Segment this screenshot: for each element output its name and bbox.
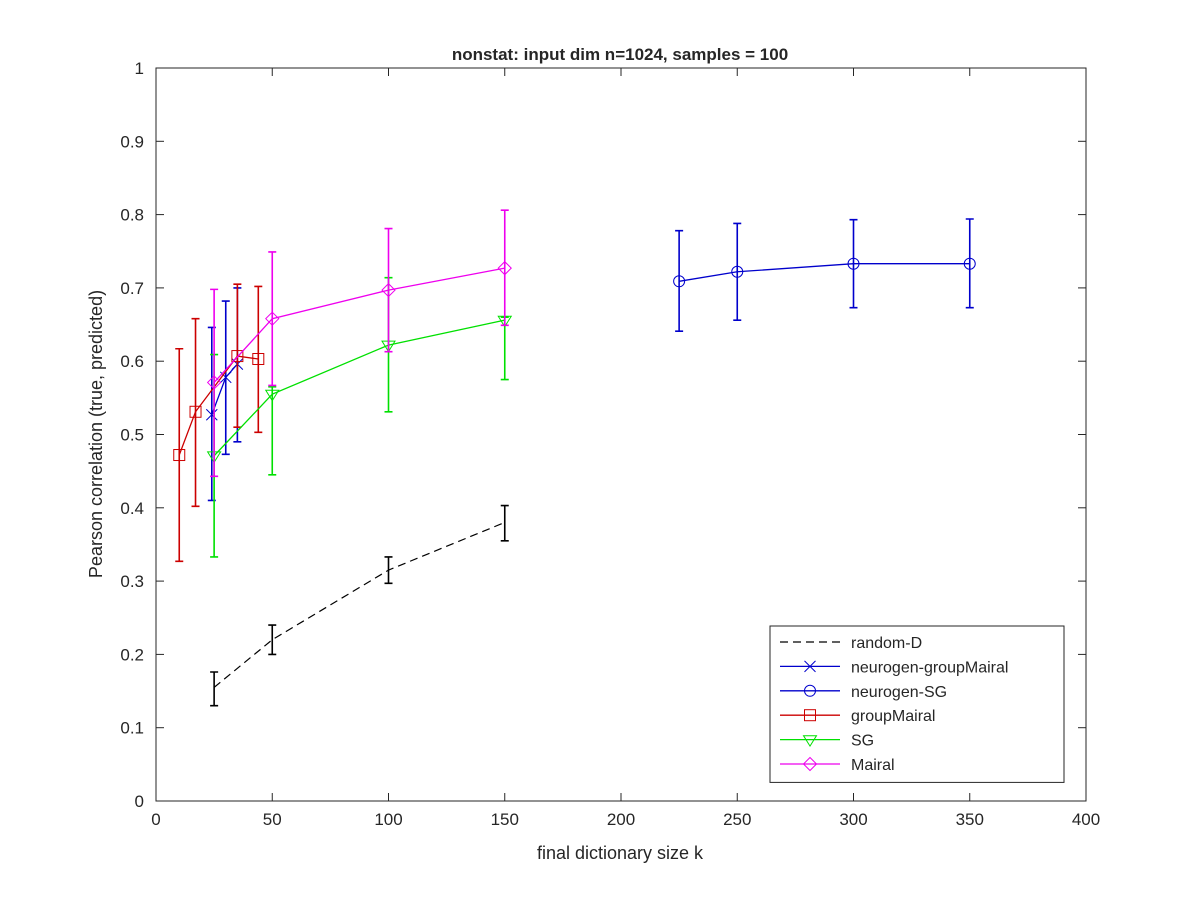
series-Mairal bbox=[206, 209, 512, 478]
error-bar bbox=[384, 556, 393, 585]
data-point bbox=[497, 260, 512, 276]
series-line bbox=[213, 319, 505, 457]
data-point bbox=[264, 389, 280, 402]
error-bar bbox=[384, 227, 393, 353]
plot-area bbox=[173, 209, 976, 707]
x-tick-label: 0 bbox=[151, 810, 160, 829]
error-bar bbox=[733, 222, 742, 321]
error-bar bbox=[500, 504, 509, 542]
legend-label: SG bbox=[851, 733, 874, 750]
legend-marker-groupMairal bbox=[804, 709, 816, 722]
x-tick-label: 50 bbox=[263, 810, 282, 829]
legend-marker-neurogen-groupMairal bbox=[804, 660, 816, 673]
y-tick-label: 0.6 bbox=[120, 352, 144, 371]
legend: random-D neurogen-groupMairal neurogen-SG g… bbox=[769, 625, 1065, 783]
error-bar bbox=[268, 624, 277, 656]
data-point bbox=[252, 353, 265, 366]
y-tick-label: 0.8 bbox=[120, 206, 144, 225]
series-groupMairal bbox=[173, 283, 265, 563]
error-bar bbox=[965, 218, 974, 309]
legend-marker-Mairal bbox=[802, 756, 818, 772]
data-point bbox=[963, 257, 976, 270]
legend-marker-SG bbox=[802, 735, 818, 748]
error-bar bbox=[675, 229, 684, 332]
series-line bbox=[213, 521, 505, 688]
data-point bbox=[189, 405, 202, 418]
x-tick-label: 350 bbox=[956, 810, 984, 829]
series-line bbox=[679, 263, 970, 282]
y-tick-label: 0.4 bbox=[120, 499, 144, 518]
x-axis-label: final dictionary size k bbox=[537, 843, 704, 863]
x-tick-label: 100 bbox=[374, 810, 402, 829]
series-line bbox=[213, 267, 505, 383]
legend-label: Mairal bbox=[851, 757, 895, 774]
x-tick-label: 200 bbox=[607, 810, 635, 829]
error-bar bbox=[175, 347, 184, 563]
legend-label: groupMairal bbox=[851, 708, 935, 725]
y-tick-label: 0.3 bbox=[120, 572, 144, 591]
data-point bbox=[847, 257, 860, 270]
error-bar bbox=[210, 288, 219, 478]
error-bar bbox=[233, 283, 242, 428]
y-tick-label: 0.2 bbox=[120, 645, 144, 664]
series-neurogen-SG bbox=[673, 218, 976, 332]
legend-label: neurogen-SG bbox=[851, 684, 947, 701]
legend-label: neurogen-groupMairal bbox=[851, 659, 1008, 676]
x-tick-label: 150 bbox=[491, 810, 519, 829]
x-tick-label: 250 bbox=[723, 810, 751, 829]
y-tick-label: 0.9 bbox=[120, 132, 144, 151]
y-tick-label: 0.1 bbox=[120, 719, 144, 738]
x-tick-label: 300 bbox=[839, 810, 867, 829]
data-point bbox=[173, 449, 186, 462]
data-point bbox=[265, 311, 280, 326]
legend-label: random-D bbox=[851, 635, 922, 652]
data-point bbox=[206, 375, 222, 390]
legend-marker-neurogen-SG bbox=[804, 684, 816, 697]
series-random-D bbox=[210, 504, 509, 707]
series-line bbox=[178, 355, 259, 456]
y-tick-label: 0 bbox=[135, 792, 144, 811]
data-point bbox=[205, 408, 218, 421]
error-bar bbox=[849, 218, 858, 309]
error-bar bbox=[254, 285, 263, 434]
data-point bbox=[673, 275, 686, 288]
data-point bbox=[731, 265, 744, 278]
axis-ticks: 0 50 100 150 200 250 300 350 400 0 0.1 0.2 0.3 0.4 0.5… bbox=[120, 59, 1100, 829]
error-bar bbox=[191, 317, 200, 508]
error-bar bbox=[268, 251, 277, 387]
chart-title: nonstat: input dim n=1024, samples = 100 bbox=[452, 45, 788, 64]
y-axis-label: Pearson correlation (true, predicted) bbox=[86, 290, 106, 578]
data-point bbox=[231, 350, 244, 363]
error-bar bbox=[500, 209, 509, 327]
y-tick-label: 0.5 bbox=[120, 426, 144, 445]
y-tick-label: 1 bbox=[135, 59, 144, 78]
error-bar bbox=[210, 671, 219, 707]
y-tick-label: 0.7 bbox=[120, 279, 144, 298]
data-point bbox=[381, 282, 396, 298]
x-tick-label: 400 bbox=[1072, 810, 1100, 829]
legend-box bbox=[769, 625, 1065, 783]
